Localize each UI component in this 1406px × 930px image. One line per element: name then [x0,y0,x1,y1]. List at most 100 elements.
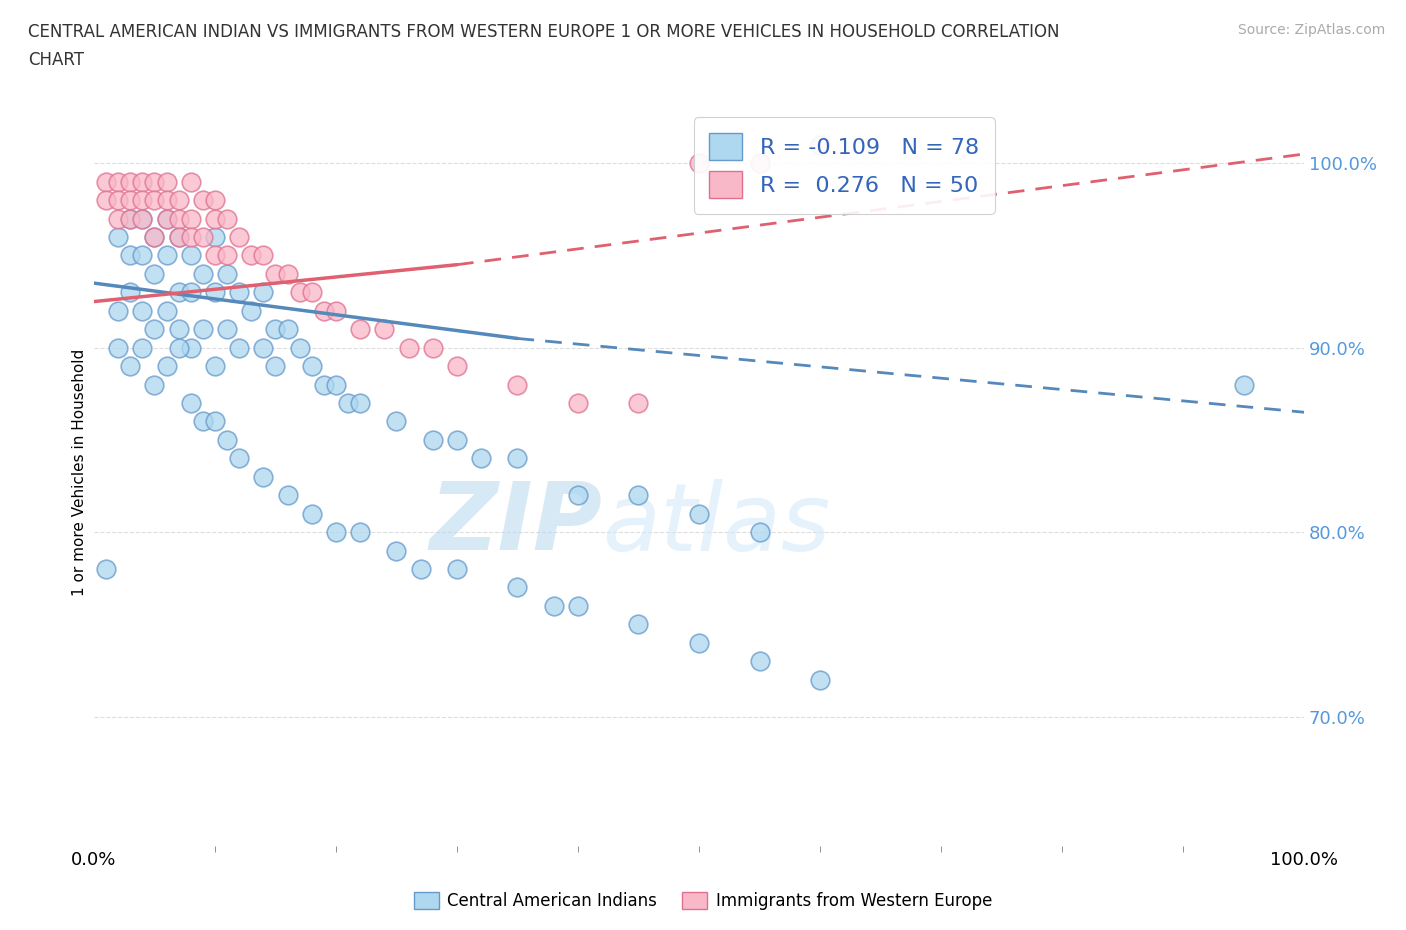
Point [688,506,710,521]
Point [252,248,274,263]
Point [228,451,250,466]
Point [143,193,166,207]
Point [131,211,153,226]
Text: CHART: CHART [28,51,84,69]
Point [215,432,238,447]
Point [167,322,190,337]
Point [325,525,347,539]
Point [240,248,263,263]
Point [252,470,274,485]
Point [191,322,214,337]
Point [422,432,444,447]
Y-axis label: 1 or more Vehicles in Household: 1 or more Vehicles in Household [72,349,87,596]
Point [506,580,529,595]
Point [215,248,238,263]
Point [204,414,226,429]
Point [94,174,117,189]
Point [288,285,311,299]
Point [349,525,371,539]
Text: Source: ZipAtlas.com: Source: ZipAtlas.com [1237,23,1385,37]
Point [155,359,177,374]
Point [627,487,650,502]
Text: CENTRAL AMERICAN INDIAN VS IMMIGRANTS FROM WESTERN EUROPE 1 OR MORE VEHICLES IN : CENTRAL AMERICAN INDIAN VS IMMIGRANTS FR… [28,23,1060,41]
Point [567,395,589,410]
Point [252,285,274,299]
Point [398,340,420,355]
Point [277,322,299,337]
Point [120,248,142,263]
Point [180,211,202,226]
Point [470,451,492,466]
Point [191,193,214,207]
Point [180,248,202,263]
Point [143,230,166,245]
Point [167,211,190,226]
Point [155,211,177,226]
Point [808,138,831,153]
Point [446,562,468,577]
Point [409,562,432,577]
Point [688,156,710,171]
Point [204,211,226,226]
Point [120,174,142,189]
Point [228,340,250,355]
Point [167,193,190,207]
Point [167,230,190,245]
Point [349,395,371,410]
Point [155,211,177,226]
Point [446,432,468,447]
Point [204,285,226,299]
Point [446,359,468,374]
Point [204,193,226,207]
Point [252,340,274,355]
Point [349,322,371,337]
Point [288,340,311,355]
Text: ZIP: ZIP [429,478,602,570]
Legend: R = -0.109   N = 78, R =  0.276   N = 50: R = -0.109 N = 78, R = 0.276 N = 50 [693,117,995,214]
Point [688,635,710,650]
Point [312,378,335,392]
Point [301,285,323,299]
Point [107,340,129,355]
Point [120,211,142,226]
Point [120,193,142,207]
Point [264,267,287,282]
Point [325,378,347,392]
Point [422,340,444,355]
Point [337,395,360,410]
Point [385,543,408,558]
Point [191,414,214,429]
Point [277,267,299,282]
Point [506,378,529,392]
Point [143,230,166,245]
Point [240,303,263,318]
Point [131,174,153,189]
Point [385,414,408,429]
Point [180,285,202,299]
Point [808,672,831,687]
Point [543,598,565,613]
Point [228,285,250,299]
Point [748,654,770,669]
Point [180,230,202,245]
Point [131,193,153,207]
Point [143,378,166,392]
Point [748,525,770,539]
Point [131,248,153,263]
Point [180,174,202,189]
Point [131,211,153,226]
Point [107,211,129,226]
Point [264,359,287,374]
Point [143,174,166,189]
Point [120,211,142,226]
Point [204,230,226,245]
Point [627,617,650,631]
Point [204,359,226,374]
Point [191,230,214,245]
Legend: Central American Indians, Immigrants from Western Europe: Central American Indians, Immigrants fro… [408,885,998,917]
Point [107,230,129,245]
Point [120,285,142,299]
Point [215,322,238,337]
Point [277,487,299,502]
Point [94,562,117,577]
